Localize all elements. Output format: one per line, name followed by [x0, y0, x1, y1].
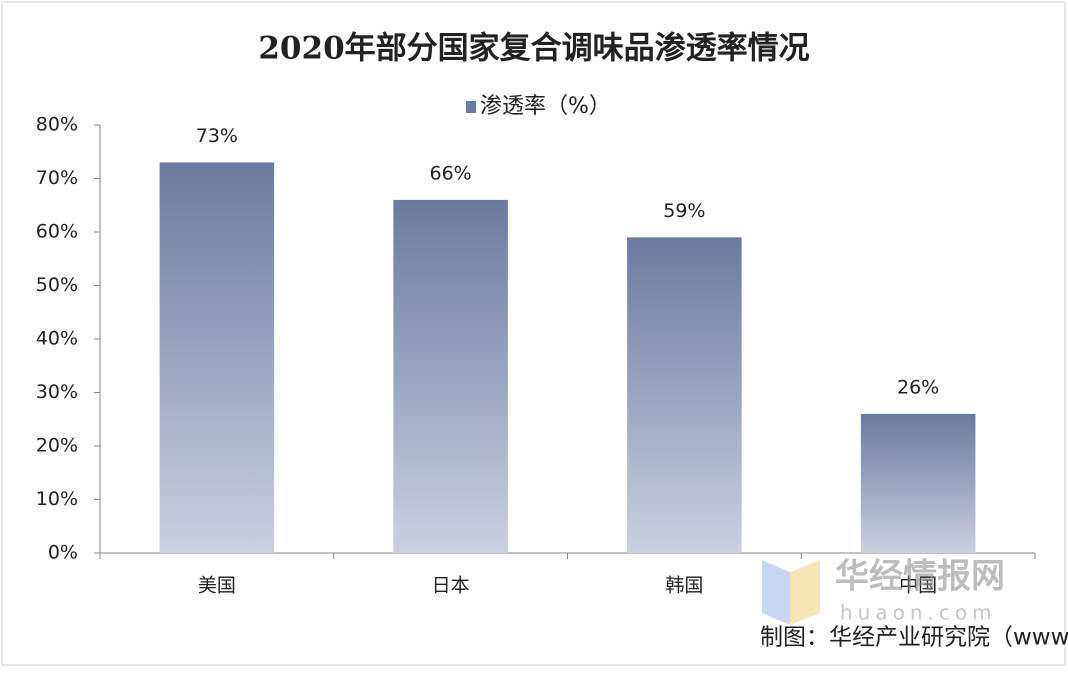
source-note: 制图：华经产业研究院（www.huaon.com）	[760, 625, 1068, 651]
bar	[393, 199, 508, 553]
data-label: 59%	[663, 200, 705, 222]
bar	[860, 413, 976, 553]
y-tick-label: 20%	[36, 435, 78, 457]
watermark-logo	[790, 560, 820, 625]
x-tick-label: 日本	[432, 575, 470, 597]
data-label: 73%	[196, 125, 238, 147]
y-tick-label: 40%	[36, 328, 78, 350]
legend-label: 渗透率（%）	[480, 94, 611, 119]
watermark-logo	[762, 560, 790, 625]
data-label: 26%	[897, 376, 939, 398]
watermark-url: huaon.com	[840, 601, 997, 625]
watermark: 华经情报网 huaon.com	[762, 557, 1005, 625]
data-label: 66%	[430, 162, 472, 184]
watermark-text: 华经情报网	[835, 557, 1005, 597]
bar	[627, 237, 742, 553]
y-tick-label: 30%	[36, 381, 78, 403]
x-tick-label: 韩国	[665, 575, 703, 597]
y-tick-label: 0%	[48, 542, 78, 564]
y-tick-label: 50%	[36, 274, 78, 296]
y-tick-label: 60%	[36, 221, 78, 243]
legend-swatch	[466, 101, 476, 113]
y-tick-label: 10%	[36, 488, 78, 510]
x-tick-label: 中国	[899, 575, 937, 597]
y-tick-label: 80%	[36, 114, 78, 136]
y-tick-label: 70%	[36, 167, 78, 189]
chart-title: 2020年部分国家复合调味品渗透率情况	[258, 31, 809, 67]
x-tick-label: 美国	[198, 575, 236, 597]
bar	[159, 162, 275, 553]
